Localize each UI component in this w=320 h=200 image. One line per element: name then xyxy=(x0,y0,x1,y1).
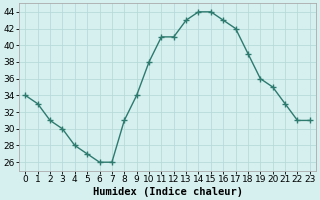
X-axis label: Humidex (Indice chaleur): Humidex (Indice chaleur) xyxy=(92,186,243,197)
